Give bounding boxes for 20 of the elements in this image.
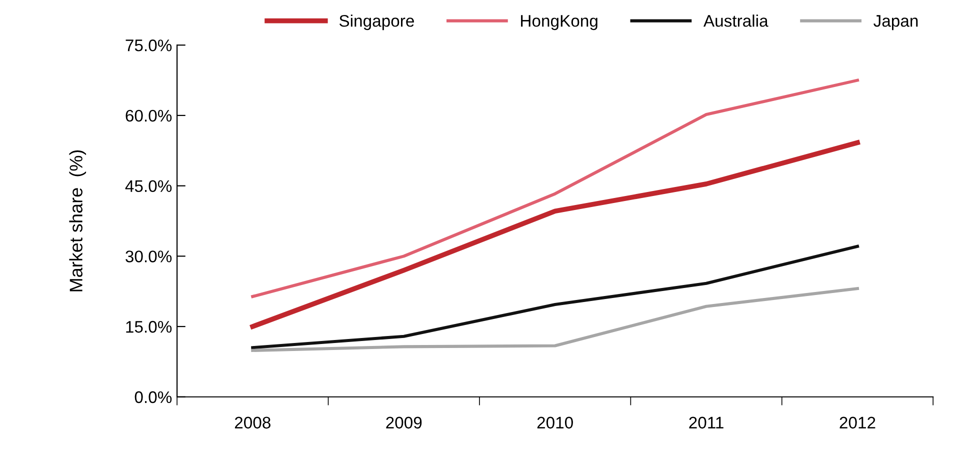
y-tick-label: 0.0% xyxy=(134,391,172,404)
x-tick-label: 2008 xyxy=(234,416,270,429)
line-series xyxy=(251,287,859,352)
x-tick-label: 2010 xyxy=(537,416,573,429)
legend-label: Japan xyxy=(874,15,918,30)
y-tick-label: 15.0% xyxy=(126,320,172,333)
y-tick-label: 75.0% xyxy=(126,40,172,52)
x-tick-label: 2012 xyxy=(840,416,876,429)
y-tick-label: 30.0% xyxy=(126,250,172,262)
x-tick-label: 2011 xyxy=(689,416,724,429)
y-tick-label: 45.0% xyxy=(125,180,172,192)
y-tick-label: 60.0% xyxy=(126,110,172,122)
line-series xyxy=(251,78,859,298)
legend-label: HongKong xyxy=(521,15,598,30)
x-tick-label: 2009 xyxy=(386,416,422,429)
y-axis-title: Market share (%) xyxy=(69,150,86,292)
line-series xyxy=(251,244,859,350)
legend-label: Australia xyxy=(703,14,768,27)
line-series xyxy=(250,140,860,329)
legend-label: Singapore xyxy=(339,14,414,30)
